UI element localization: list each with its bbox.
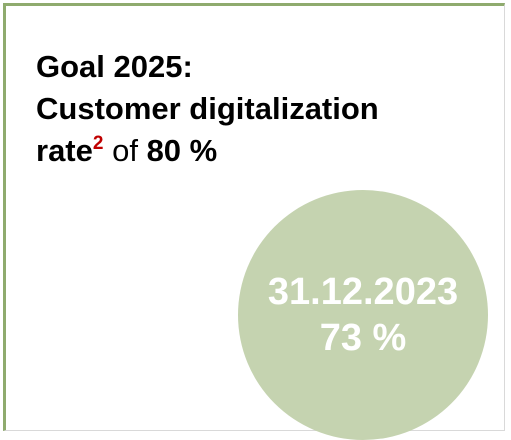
word: rate: [36, 133, 93, 168]
card: Goal 2025: Customer digitalization rate2…: [3, 3, 505, 440]
footnote: 2: [92, 133, 104, 154]
goal-line: Customer digitalization: [36, 91, 379, 126]
connector: of: [112, 133, 138, 168]
target: 80 %: [146, 133, 218, 168]
badge-value: 73 %: [319, 317, 407, 359]
badge: 31.12.2023 73 %: [238, 190, 488, 440]
goal-line: rate2 of 80 %: [36, 130, 379, 172]
goal-line: Goal 2025:: [36, 49, 193, 84]
badge-date: 31.12.2023: [267, 271, 459, 313]
goal-text: Goal 2025: Customer digitalization rate2…: [36, 46, 379, 172]
